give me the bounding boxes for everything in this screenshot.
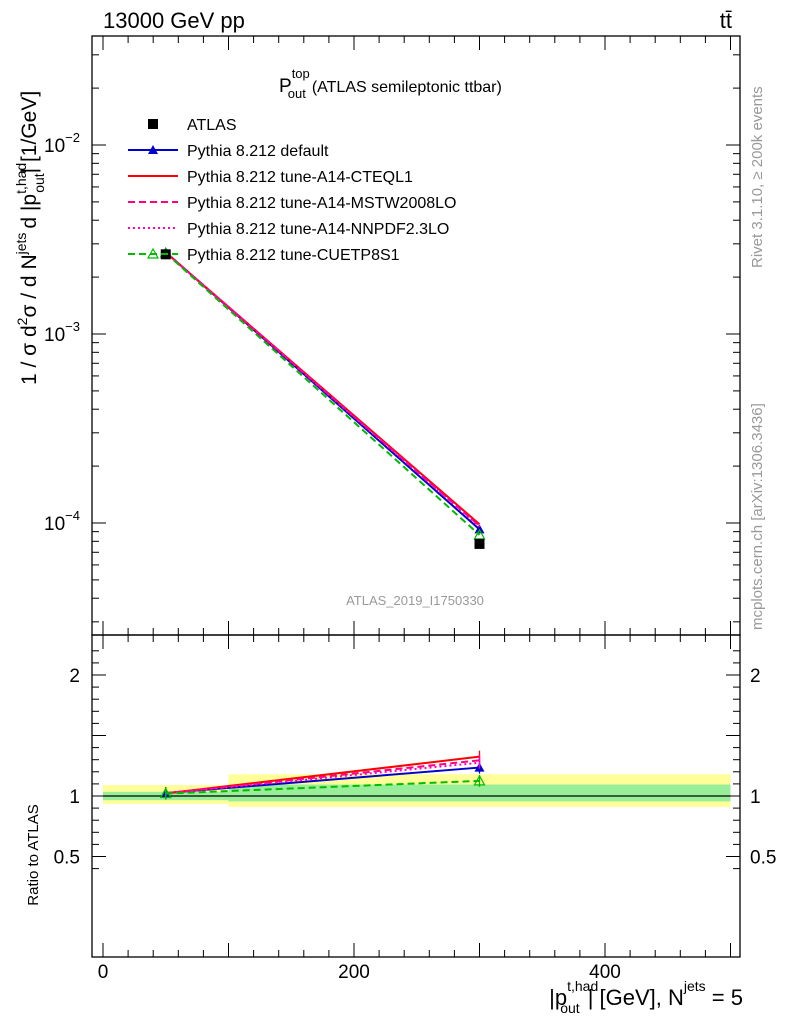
ratio-plot: 0 200 400 2 2 1 1 0.5 0.5 <box>54 634 776 983</box>
x-tick-label-0: 0 <box>98 962 109 983</box>
ratio-series-point-4-0 <box>159 787 172 799</box>
x-axis-label: |pt,had out | [GeV], Njets = 5 <box>549 978 743 1016</box>
ratio-ytick-label-right-2: 0.5 <box>750 848 776 869</box>
x-tick-label-1: 200 <box>338 962 370 983</box>
ratio-stat-band-1 <box>228 784 731 802</box>
main-ytick-label-1: 10−3 <box>44 319 80 346</box>
energy-label: 13000 GeV pp <box>103 8 245 33</box>
ratio-ytick-label-right-1: 1 <box>750 787 761 808</box>
ratio-ytick-label-2: 0.5 <box>54 848 80 869</box>
main-title: Ptop out (ATLAS semileptonic ttbar) <box>279 66 502 101</box>
legend-marker-1 <box>148 145 158 154</box>
legend-label-2: Pythia 8.212 tune-A14-CTEQL1 <box>187 169 413 186</box>
ratio-ytick-label-1: 1 <box>69 787 80 808</box>
ratio-ytick-label-0: 2 <box>69 666 80 687</box>
ratio-series-line-0 <box>165 766 480 794</box>
main-series-line-2 <box>165 251 481 525</box>
x-tick-label-2: 400 <box>589 962 621 983</box>
main-ylabel: 1 / σ d2σ / d Njetsd |pt,had out| [1/GeV] <box>13 91 47 385</box>
legend-label-0: ATLAS <box>187 117 237 134</box>
legend-marker-5 <box>146 247 160 259</box>
ratio-series-line-2 <box>165 759 480 795</box>
ratio-series-line-1 <box>165 755 480 795</box>
ratio-series-point-4-1 <box>473 774 486 786</box>
analysis-watermark: ATLAS_2019_I1750330 <box>346 593 484 608</box>
ratio-series-line-4 <box>165 779 480 795</box>
legend-label-4: Pythia 8.212 tune-A14-NNPDF2.3LO <box>187 221 449 238</box>
main-ytick-label-0: 10−2 <box>44 130 80 157</box>
legend-label-3: Pythia 8.212 tune-A14-MSTW2008LO <box>187 195 456 212</box>
legend: ATLAS Pythia 8.212 default Pythia 8.212 tu… <box>128 117 456 264</box>
legend-label-5: Pythia 8.212 tune-CUETP8S1 <box>187 247 400 264</box>
rivet-label: Rivet 3.1.10, ≥ 200k events <box>749 86 766 268</box>
main-series-point-5-1 <box>473 528 486 540</box>
process-label: tt̄ <box>720 8 732 33</box>
legend-marker-0 <box>148 119 158 129</box>
ratio-ylabel: Ratio to ATLAS <box>25 804 42 905</box>
main-ytick-label-2: 10−4 <box>44 508 80 535</box>
mcplots-label: mcplots.cern.ch [arXiv:1306.3436] <box>749 403 766 630</box>
data-point-1 <box>474 538 485 549</box>
ratio-ytick-label-right-0: 2 <box>750 666 761 687</box>
legend-label-1: Pythia 8.212 default <box>187 143 329 160</box>
main-series-line-5 <box>165 252 481 536</box>
